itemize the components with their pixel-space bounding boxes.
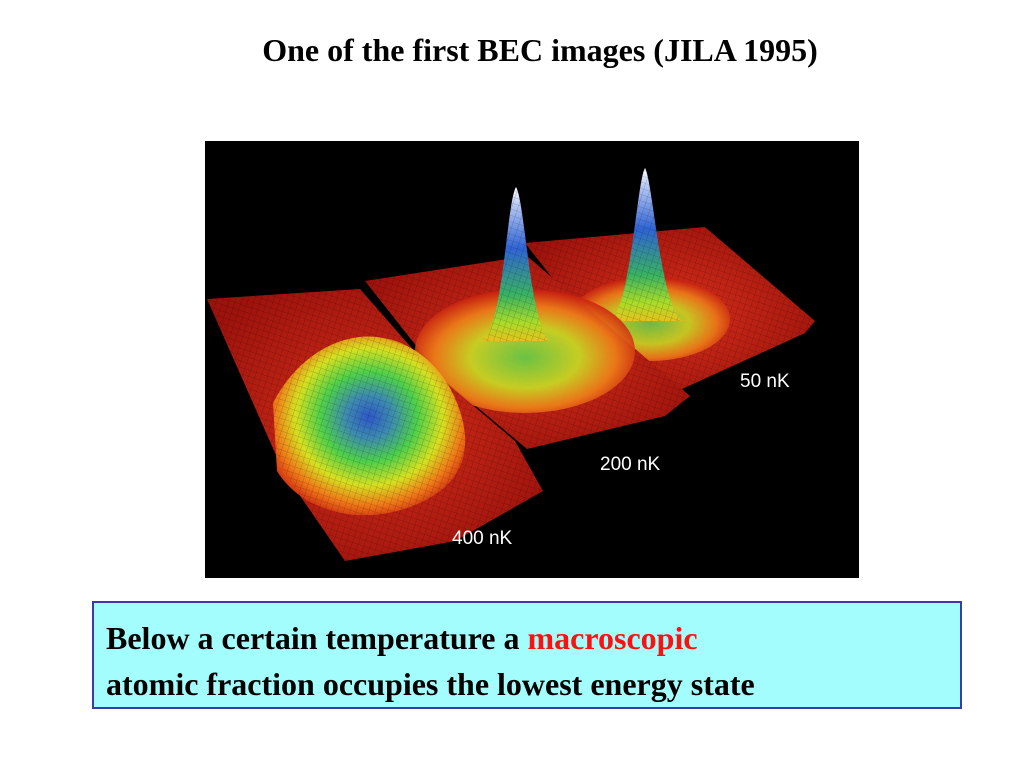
label-50nk: 50 nK [740,371,790,392]
plate-200nk [365,187,690,449]
plate-50nk [525,168,815,399]
plate-400nk [207,289,543,561]
bec-surface-plot [207,168,815,561]
slide-title: One of the first BEC images (JILA 1995) [262,32,818,68]
bec-figure: 50 nK 200 nK 400 nK [205,141,859,578]
caption-box: Below a certain temperature a macroscopi… [92,601,962,709]
caption-line-2: atomic fraction occupies the lowest ener… [106,666,755,702]
caption-text-start: Below a certain temperature a [106,620,528,656]
caption-highlight: macroscopic [527,620,698,656]
caption-line-1: Below a certain temperature a macroscopi… [106,615,948,661]
label-200nk: 200 nK [600,454,661,475]
label-400nk: 400 nK [452,528,513,549]
